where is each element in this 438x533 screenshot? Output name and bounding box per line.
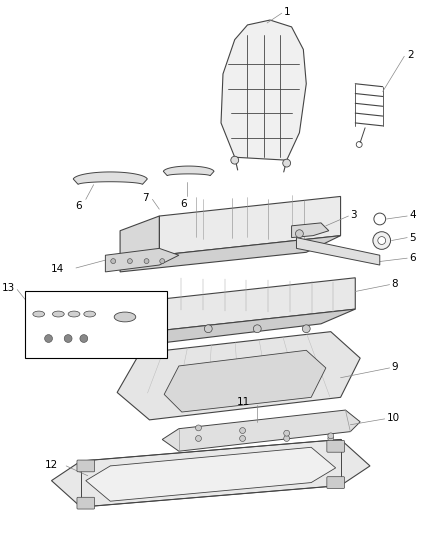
Ellipse shape bbox=[68, 311, 80, 317]
Text: 13: 13 bbox=[2, 282, 15, 293]
Polygon shape bbox=[125, 309, 355, 348]
Circle shape bbox=[302, 325, 310, 333]
Polygon shape bbox=[106, 248, 179, 272]
Text: 5: 5 bbox=[409, 232, 416, 243]
Ellipse shape bbox=[84, 311, 95, 317]
Text: 8: 8 bbox=[392, 279, 398, 289]
Circle shape bbox=[231, 156, 239, 164]
Polygon shape bbox=[86, 447, 336, 501]
Text: 11: 11 bbox=[237, 397, 251, 407]
Polygon shape bbox=[162, 410, 360, 451]
FancyBboxPatch shape bbox=[327, 477, 345, 488]
Polygon shape bbox=[73, 172, 147, 184]
Circle shape bbox=[45, 335, 53, 342]
Circle shape bbox=[205, 325, 212, 333]
Text: 2: 2 bbox=[407, 50, 414, 60]
Text: 6: 6 bbox=[180, 199, 187, 209]
Text: 9: 9 bbox=[392, 362, 398, 372]
Polygon shape bbox=[117, 332, 360, 420]
Text: 6: 6 bbox=[76, 201, 82, 211]
Text: 4: 4 bbox=[409, 210, 416, 220]
Circle shape bbox=[80, 335, 88, 342]
Polygon shape bbox=[123, 304, 143, 322]
Polygon shape bbox=[221, 20, 306, 160]
Circle shape bbox=[283, 159, 290, 167]
FancyBboxPatch shape bbox=[77, 497, 95, 509]
Circle shape bbox=[155, 325, 163, 333]
Polygon shape bbox=[159, 278, 355, 330]
Bar bbox=[25, 292, 167, 358]
Circle shape bbox=[195, 425, 201, 431]
Polygon shape bbox=[292, 223, 329, 238]
Circle shape bbox=[240, 427, 246, 433]
Text: 14: 14 bbox=[51, 264, 64, 274]
Circle shape bbox=[284, 430, 290, 436]
Circle shape bbox=[64, 335, 72, 342]
Circle shape bbox=[296, 230, 304, 238]
Text: 6: 6 bbox=[409, 253, 416, 263]
Polygon shape bbox=[164, 350, 326, 412]
Circle shape bbox=[195, 435, 201, 441]
Polygon shape bbox=[159, 197, 341, 255]
Text: 12: 12 bbox=[45, 460, 58, 470]
Polygon shape bbox=[125, 300, 159, 345]
Circle shape bbox=[160, 259, 165, 263]
FancyBboxPatch shape bbox=[77, 460, 95, 472]
Circle shape bbox=[328, 433, 334, 439]
Circle shape bbox=[253, 325, 261, 333]
Polygon shape bbox=[120, 236, 341, 272]
Circle shape bbox=[127, 259, 132, 263]
Text: 1: 1 bbox=[284, 7, 290, 17]
Text: 3: 3 bbox=[350, 210, 357, 220]
Circle shape bbox=[373, 232, 391, 249]
Polygon shape bbox=[120, 216, 159, 270]
Text: 7: 7 bbox=[142, 193, 148, 204]
Polygon shape bbox=[52, 440, 370, 507]
Circle shape bbox=[378, 237, 385, 245]
Ellipse shape bbox=[114, 312, 136, 322]
Ellipse shape bbox=[33, 311, 45, 317]
Circle shape bbox=[144, 259, 149, 263]
Circle shape bbox=[240, 435, 246, 441]
Polygon shape bbox=[163, 166, 214, 176]
Text: 10: 10 bbox=[387, 413, 400, 423]
Ellipse shape bbox=[53, 311, 64, 317]
Circle shape bbox=[111, 259, 116, 263]
Circle shape bbox=[284, 435, 290, 441]
FancyBboxPatch shape bbox=[327, 440, 345, 452]
Polygon shape bbox=[297, 238, 380, 265]
Circle shape bbox=[328, 435, 334, 441]
